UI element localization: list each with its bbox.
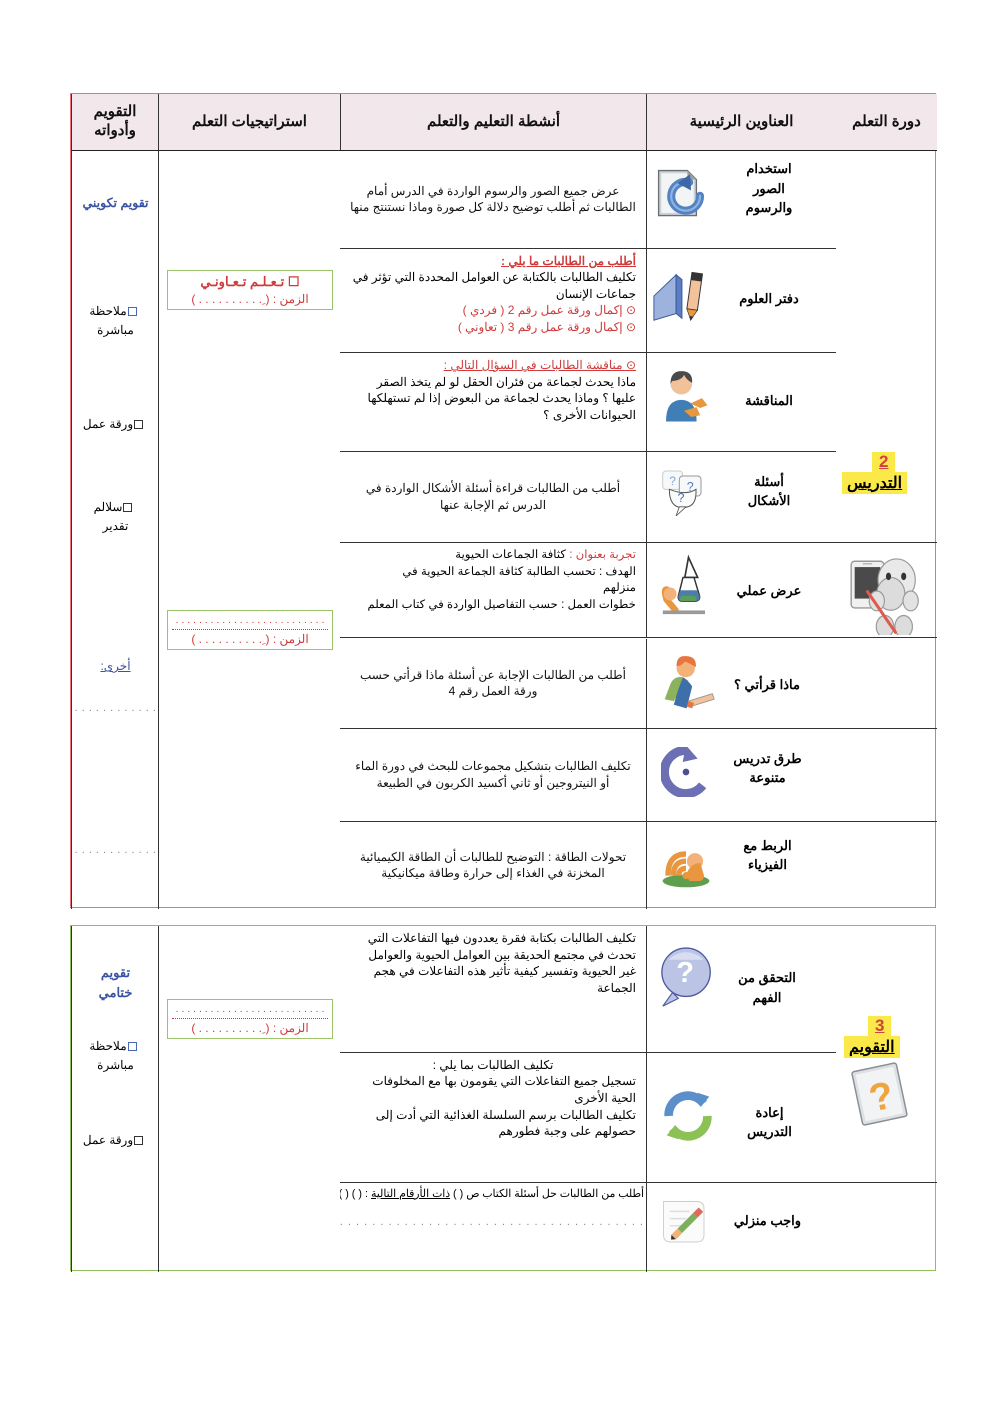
svg-text:?: ? xyxy=(676,957,694,989)
svg-text:?: ? xyxy=(669,475,676,488)
svg-text:?: ? xyxy=(678,491,685,505)
